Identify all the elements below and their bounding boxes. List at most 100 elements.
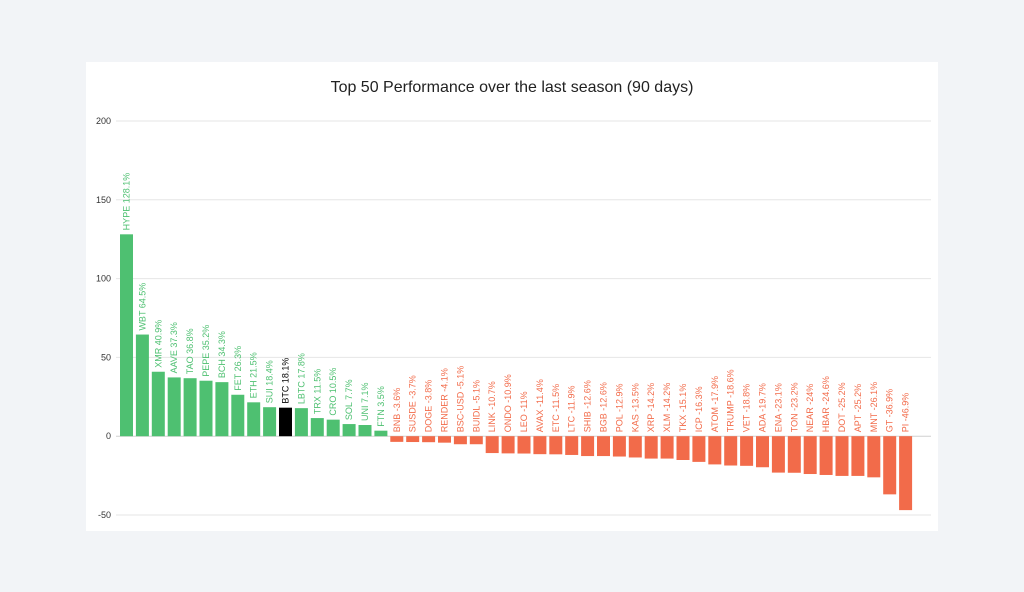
- bar-eth: [247, 402, 261, 437]
- bar-aave: [167, 377, 181, 437]
- data-label: FET 26.3%: [233, 346, 243, 391]
- data-label: TON -23.2%: [789, 382, 799, 432]
- bar-ondo: [501, 436, 515, 454]
- bar-vet: [740, 436, 754, 466]
- bar-trump: [724, 436, 738, 466]
- bar-doge: [422, 436, 436, 443]
- data-label: LTC -11.9%: [567, 386, 577, 433]
- data-label: UNI 7.1%: [360, 382, 370, 421]
- bar-bnb: [390, 436, 404, 442]
- data-label: HBAR -24.6%: [821, 376, 831, 432]
- bar-lbtc: [294, 408, 308, 437]
- data-label: LINK -10.7%: [487, 381, 497, 432]
- bar-hype: [120, 234, 133, 437]
- bar-tkx: [676, 436, 690, 460]
- bar-trx: [310, 418, 324, 437]
- data-label: AVAX -11.4%: [535, 379, 545, 432]
- bar-avax: [533, 436, 547, 455]
- data-label: ADA -19.7%: [758, 383, 768, 432]
- y-tick-label: 200: [96, 116, 111, 126]
- data-label: SUSDE -3.7%: [408, 375, 418, 432]
- bar-dot: [835, 436, 849, 476]
- bar-xlm: [660, 436, 674, 459]
- bar-wbt: [135, 334, 149, 437]
- data-label: TKX -15.1%: [678, 384, 688, 433]
- bar-leo: [517, 436, 531, 454]
- data-label: MNT -26.1%: [869, 382, 879, 432]
- bar-sol: [342, 424, 356, 437]
- data-label: SOL 7.7%: [344, 379, 354, 420]
- data-label: ATOM -17.9%: [710, 376, 720, 432]
- data-label: BGB -12.6%: [599, 382, 609, 432]
- bar-shib: [581, 436, 595, 457]
- data-label: PEPE 35.2%: [201, 325, 211, 377]
- data-label: POL -12.9%: [614, 383, 624, 432]
- data-label: GT -36.9%: [885, 389, 895, 432]
- bar-etc: [549, 436, 563, 455]
- y-tick-label: 0: [106, 431, 111, 441]
- data-label: NEAR -24%: [805, 384, 815, 433]
- bar-chart: -50 0 50 100 150 200 HYPE 128.1% WBT 64.5% XMR 4…: [96, 116, 931, 520]
- bar-ton: [787, 436, 801, 473]
- bar-pol: [612, 436, 626, 457]
- chart-card: Top 50 Performance over the last season …: [86, 62, 938, 531]
- data-label: ICP -16.3%: [694, 386, 704, 432]
- data-label: KAS -13.5%: [630, 383, 640, 432]
- data-label: SUI 18.4%: [265, 360, 275, 403]
- bar-bgb: [597, 436, 610, 457]
- data-label: ONDO -10.9%: [503, 374, 513, 432]
- data-label: FTN 3.5%: [376, 386, 386, 427]
- bar-near: [803, 436, 817, 475]
- bar-ada: [756, 436, 769, 468]
- data-label: CRO 10.5%: [328, 368, 338, 416]
- data-label: AAVE 37.3%: [169, 322, 179, 373]
- data-label: BTC 18.1%: [281, 358, 291, 404]
- data-label: XMR 40.9%: [153, 320, 163, 368]
- data-label: ENA -23.1%: [773, 383, 783, 432]
- data-label: DOGE -3.8%: [424, 380, 434, 433]
- data-label: BNB -3.6%: [392, 388, 402, 433]
- bar-susde: [406, 436, 420, 443]
- bar-render: [438, 436, 451, 443]
- bar-ena: [771, 436, 785, 473]
- bar-fet: [231, 394, 245, 437]
- bar-uni: [358, 425, 372, 437]
- bar-btc: [279, 407, 292, 437]
- data-label: TAO 36.8%: [185, 328, 195, 374]
- bar-atom: [708, 436, 722, 465]
- y-tick-label: 150: [96, 195, 111, 205]
- y-tick-label: -50: [98, 510, 111, 520]
- bar-link: [485, 436, 499, 454]
- data-label: APT -25.2%: [853, 384, 863, 432]
- data-label: RENDER -4.1%: [440, 368, 450, 432]
- data-label: WBT 64.5%: [137, 283, 147, 331]
- bar-xmr: [151, 371, 165, 437]
- y-tick-label: 50: [101, 352, 111, 362]
- bar-xrp: [644, 436, 658, 459]
- bar-bsc-usd: [453, 436, 467, 445]
- bar-icp: [692, 436, 706, 462]
- y-tick-label: 100: [96, 274, 111, 284]
- data-label: BUIDL -5.1%: [471, 380, 481, 432]
- data-label: ETH 21.5%: [249, 352, 259, 398]
- bar-cro: [326, 419, 340, 437]
- data-label: DOT -25.2%: [837, 382, 847, 432]
- data-label: LBTC 17.8%: [296, 353, 306, 404]
- bar-bch: [215, 382, 229, 437]
- bar-ltc: [565, 436, 579, 455]
- bar-mnt: [867, 436, 881, 478]
- bar-sui: [263, 407, 277, 437]
- bar-kas: [628, 436, 642, 458]
- data-label: ETC -11.5%: [551, 384, 561, 432]
- bar-tao: [183, 378, 197, 437]
- data-label: BCH 34.3%: [217, 331, 227, 378]
- bar-pi: [899, 436, 913, 511]
- data-label: LEO -11%: [519, 391, 529, 432]
- data-label: SHIB -12.6%: [583, 380, 593, 432]
- bar-gt: [883, 436, 897, 495]
- chart-title: Top 50 Performance over the last season …: [330, 79, 694, 96]
- bar-hbar: [819, 436, 833, 475]
- data-label: TRUMP -18.6%: [726, 369, 736, 432]
- bar-buidl: [469, 436, 483, 445]
- data-label: TRX 11.5%: [312, 369, 322, 414]
